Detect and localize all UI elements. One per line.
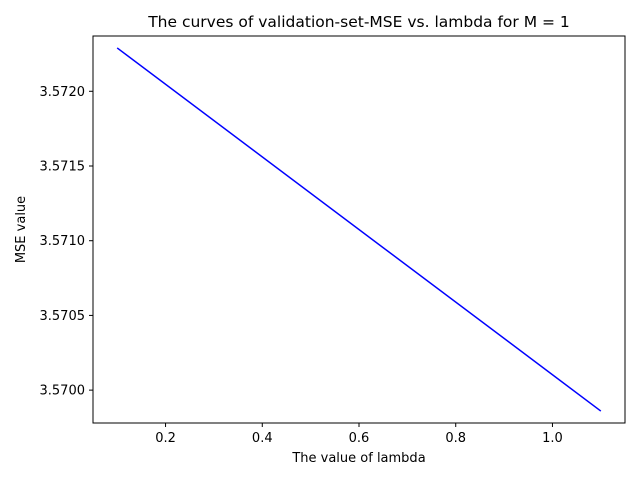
- y-tick-label: 3.5715: [40, 159, 86, 174]
- x-tick-label: 1.0: [542, 431, 563, 446]
- x-axis: 0.2 0.4 0.6 0.8 1.0: [155, 423, 563, 446]
- x-axis-label: The value of lambda: [291, 451, 425, 466]
- x-tick-label: 0.2: [155, 431, 176, 446]
- x-tick-label: 0.8: [445, 431, 466, 446]
- series-line: [116, 47, 602, 412]
- y-tick-label: 3.5705: [40, 309, 86, 324]
- chart-title: The curves of validation-set-MSE vs. lam…: [147, 13, 570, 31]
- series-layer: [116, 47, 602, 412]
- x-tick-label: 0.6: [349, 431, 370, 446]
- y-tick-label: 3.5710: [40, 234, 86, 249]
- y-tick-label: 3.5700: [40, 384, 86, 399]
- y-tick-label: 3.5720: [40, 85, 86, 100]
- x-tick-label: 0.4: [252, 431, 273, 446]
- y-axis: 3.5700 3.5705 3.5710 3.5715 3.5720: [40, 85, 93, 399]
- y-axis-label: MSE value: [14, 196, 29, 263]
